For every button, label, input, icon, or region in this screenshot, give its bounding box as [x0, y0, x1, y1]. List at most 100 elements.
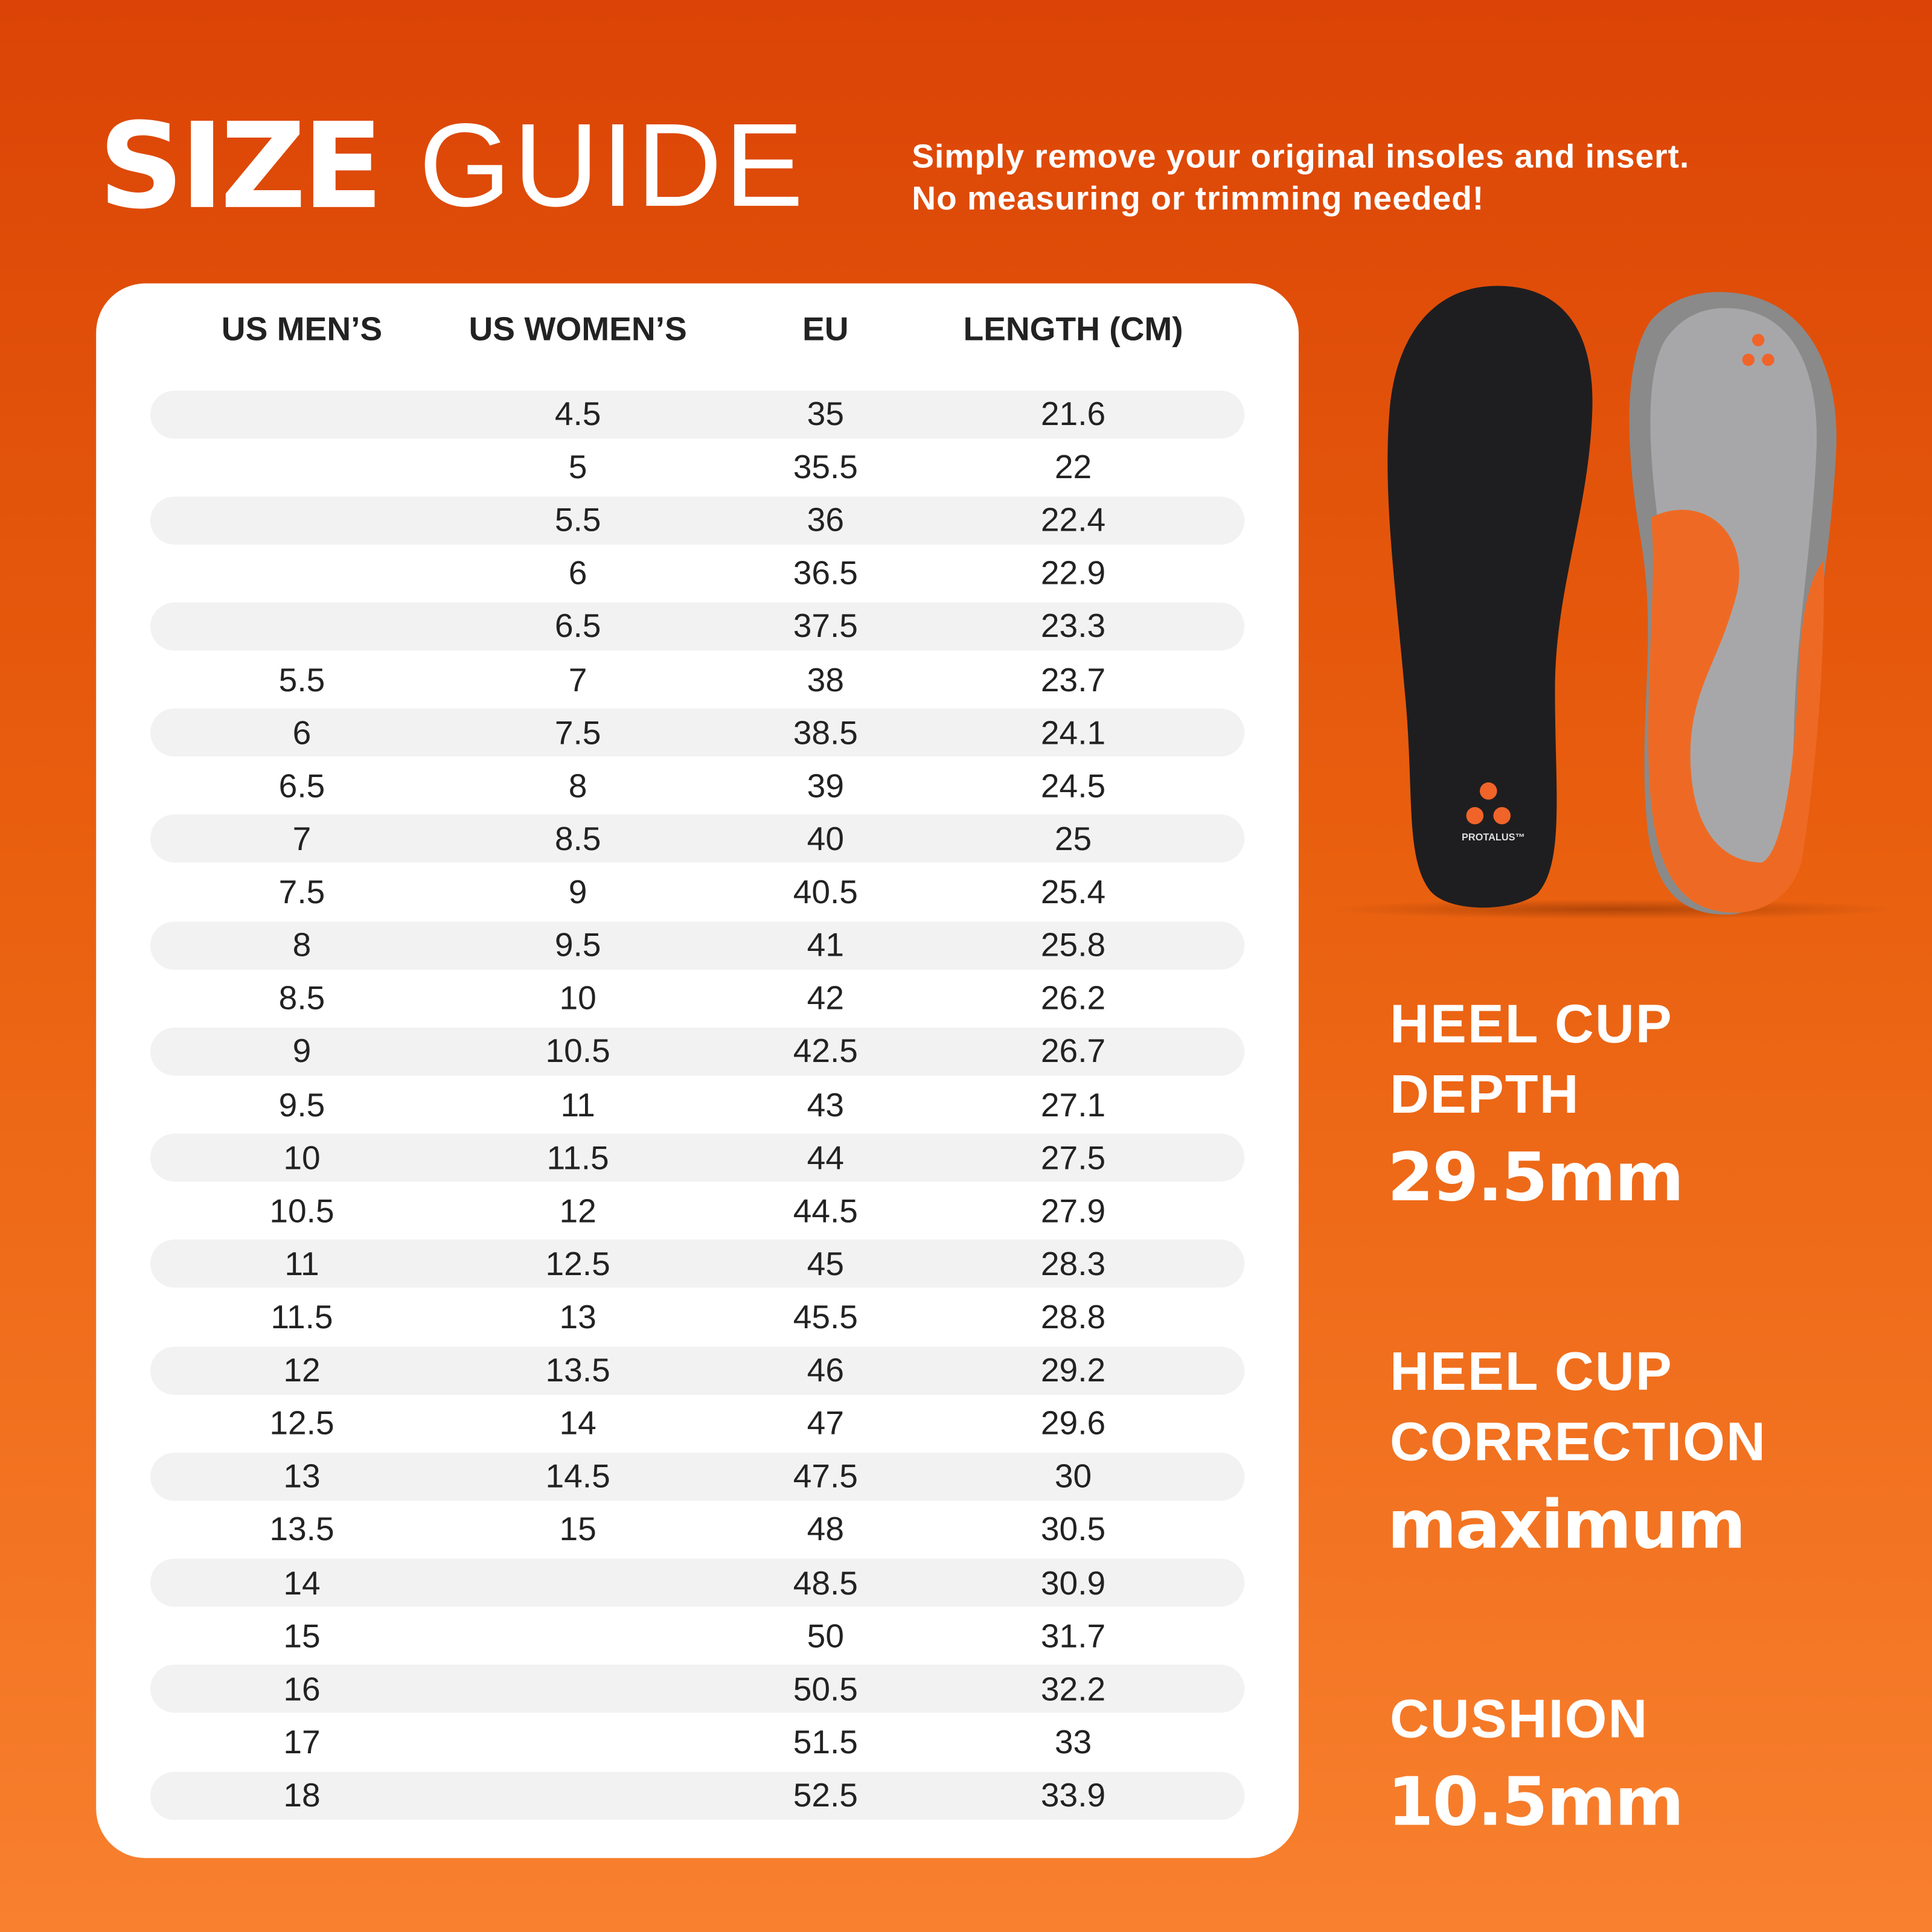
table-cell: 10 — [559, 979, 597, 1017]
table-cell: 15 — [283, 1617, 321, 1655]
table-cell: 9.5 — [554, 926, 601, 964]
table-cell: 15 — [559, 1511, 597, 1549]
table-cell: 24.5 — [1040, 767, 1106, 805]
table-cell: 14.5 — [545, 1457, 610, 1495]
table-cell: 7.5 — [278, 874, 325, 911]
column-header: US MEN’S — [221, 310, 383, 348]
table-cell: 8.5 — [554, 820, 601, 858]
table-cell: 31.7 — [1040, 1617, 1106, 1655]
table-cell: 6.5 — [278, 767, 325, 805]
title-light: GUIDE — [418, 100, 806, 232]
table-cell: 10 — [283, 1139, 321, 1177]
table-cell: 30.9 — [1040, 1564, 1106, 1602]
table-cell: 17 — [283, 1723, 321, 1761]
table-cell: 36 — [807, 502, 844, 539]
table-cell: 5 — [568, 449, 587, 486]
table-cell: 29.6 — [1040, 1404, 1106, 1442]
table-cell: 47 — [807, 1404, 844, 1442]
table-cell: 29.2 — [1040, 1351, 1106, 1389]
row-stripe — [150, 708, 1245, 757]
table-cell: 11.5 — [546, 1139, 609, 1177]
subtitle: No measuring or trimming needed! — [912, 179, 1485, 217]
table-cell: 47.5 — [793, 1457, 858, 1495]
row-stripe — [150, 1239, 1245, 1288]
table-cell: 9 — [568, 874, 587, 911]
row-stripe — [150, 389, 1245, 438]
table-cell: 7.5 — [554, 714, 601, 752]
table-cell: 6 — [568, 555, 587, 592]
table-cell: 28.8 — [1040, 1298, 1106, 1336]
table-cell: 27.9 — [1040, 1192, 1106, 1230]
table-cell: 52.5 — [793, 1776, 858, 1814]
table-cell: 22.4 — [1040, 502, 1106, 539]
table-cell: 4.5 — [554, 395, 601, 433]
table-cell: 28.3 — [1040, 1245, 1106, 1283]
table-cell: 8 — [292, 926, 312, 964]
spec-label: HEEL CUP — [1390, 1342, 1673, 1403]
table-cell: 51.5 — [793, 1723, 858, 1761]
row-stripe — [150, 1346, 1245, 1395]
table-cell: 42.5 — [793, 1032, 858, 1070]
table-cell: 6.5 — [554, 608, 601, 645]
table-cell: 26.7 — [1040, 1032, 1106, 1070]
spec-label: CORRECTION — [1390, 1412, 1767, 1473]
table-cell: 22.9 — [1040, 555, 1106, 592]
table-cell: 32.2 — [1040, 1670, 1106, 1708]
table-cell: 30 — [1054, 1457, 1092, 1495]
table-cell: 27.1 — [1040, 1086, 1106, 1124]
table-cell: 50 — [807, 1617, 844, 1655]
orange-support — [1648, 510, 1824, 913]
spec-value: maximum — [1387, 1486, 1746, 1564]
table-cell: 10.5 — [545, 1032, 610, 1070]
row-stripe — [150, 1027, 1245, 1076]
brand: PROTALUS™ — [1462, 832, 1525, 843]
table-cell: 43 — [807, 1086, 844, 1124]
table-cell: 38.5 — [793, 714, 858, 752]
table-cell: 14 — [559, 1404, 597, 1442]
table-cell: 12 — [559, 1192, 597, 1230]
insoles-image: PROTALUS™ — [1331, 286, 1898, 920]
table-cell: 7 — [568, 661, 587, 699]
row-stripe — [150, 1133, 1245, 1182]
table-cell: 33.9 — [1040, 1776, 1106, 1814]
row-stripe — [150, 1771, 1245, 1820]
table-cell: 7 — [292, 820, 312, 858]
logo — [1466, 782, 1511, 825]
table-cell: 42 — [807, 979, 844, 1017]
table-cell: 11 — [560, 1086, 595, 1124]
table-cell: 21.6 — [1040, 395, 1106, 433]
table-cell: 13 — [283, 1457, 321, 1495]
table-cell: 18 — [283, 1776, 321, 1814]
table-cell: 10.5 — [269, 1192, 334, 1230]
black-insole — [1387, 286, 1593, 908]
spec-label: CUSHION — [1390, 1689, 1649, 1750]
table-cell: 12.5 — [545, 1245, 610, 1283]
spec-value: 10.5mm — [1387, 1763, 1684, 1841]
row-stripe — [150, 1558, 1245, 1607]
table-cell: 35.5 — [793, 449, 858, 486]
table-cell: 41 — [807, 926, 844, 964]
table-cell: 35 — [807, 395, 844, 433]
table-cell: 12.5 — [269, 1404, 334, 1442]
row-stripe — [150, 602, 1245, 651]
row-stripe — [150, 496, 1245, 545]
table-cell: 11 — [284, 1245, 319, 1283]
table-cell: 6 — [292, 714, 312, 752]
subtitle: Simply remove your original insoles and … — [912, 138, 1690, 175]
column-header: LENGTH (CM) — [963, 310, 1183, 348]
table-cell: 26.2 — [1040, 979, 1106, 1017]
table-cell: 40.5 — [793, 874, 858, 911]
spec-label: HEEL CUP — [1390, 994, 1673, 1055]
table-cell: 16 — [283, 1670, 321, 1708]
row-stripe — [150, 1452, 1245, 1501]
column-header: EU — [802, 310, 849, 348]
table-cell: 38 — [807, 661, 844, 699]
table-cell: 13 — [559, 1298, 597, 1336]
table-cell: 40 — [807, 820, 844, 858]
table-cell: 30.5 — [1040, 1511, 1106, 1549]
table-cell: 44.5 — [793, 1192, 858, 1230]
table-cell: 27.5 — [1040, 1139, 1106, 1177]
table-cell: 8 — [568, 767, 587, 805]
